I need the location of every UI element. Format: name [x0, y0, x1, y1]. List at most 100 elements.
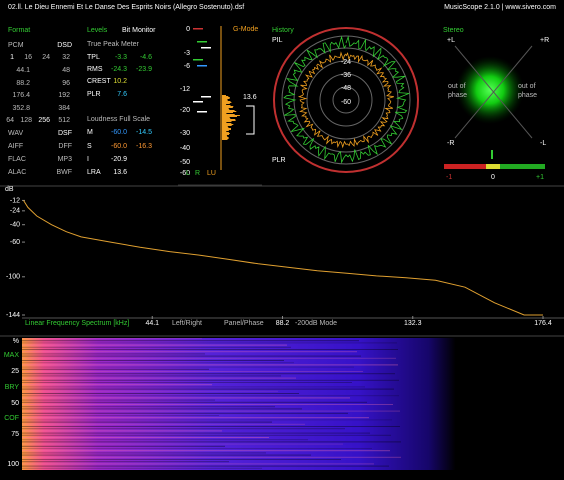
y-tick-label: -144 — [6, 312, 20, 319]
format-option: 48 — [62, 67, 70, 74]
format-option: 88.2 — [16, 80, 30, 87]
spectrogram-streak — [22, 353, 205, 355]
format-option: 176.4 — [12, 92, 30, 99]
app-name: MusicScope 2.1.0 | www.sivero.com — [444, 4, 556, 11]
file-title: 02.ll. Le Dieu Ennemi Et Le Danse Des Es… — [8, 4, 244, 11]
meter-histogram — [222, 122, 227, 123]
spectrogram-streak — [22, 390, 278, 392]
history-outer-ring — [273, 27, 419, 173]
spectrogram-streak — [22, 395, 399, 397]
level-value: -23.9 — [136, 66, 152, 73]
spectrogram-streak — [22, 412, 348, 414]
spectrogram-scale: 100 — [7, 461, 19, 468]
corner-label: +R — [540, 37, 549, 44]
meter-histogram — [222, 96, 229, 97]
meter-scale: -12 — [180, 86, 190, 93]
meter-marker — [197, 41, 207, 43]
correlation-marker — [491, 150, 493, 159]
format-option: AIFF — [8, 143, 23, 150]
x-tick-label: 132.3 — [404, 320, 422, 327]
spectrogram-streak — [22, 423, 305, 425]
correlation-scale: 0 — [491, 174, 495, 181]
axis-label: PIL — [272, 37, 283, 44]
spectrogram-streak — [22, 375, 281, 377]
spectrogram-streak — [22, 421, 272, 423]
level-label: S — [87, 143, 92, 150]
y-tick-label: -60 — [10, 239, 20, 246]
meter-histogram — [222, 130, 229, 131]
spectrogram-streak — [22, 364, 398, 366]
spectrogram-streak — [22, 399, 215, 401]
format-option: 192 — [58, 92, 70, 99]
ring-label: -36 — [341, 72, 351, 79]
meter-histogram — [222, 126, 228, 127]
meter-histogram — [222, 139, 228, 140]
meter-histogram — [222, 101, 231, 102]
spectrogram-streak — [22, 419, 392, 421]
panel-subtitle: Bit Monitor — [122, 27, 156, 34]
spectrum-mode: Left/Right — [172, 320, 202, 327]
spectrogram-streak — [22, 410, 400, 412]
meter-histogram — [222, 128, 231, 129]
spectrum-caption: Linear Frequency Spectrum [kHz] — [25, 320, 129, 327]
y-tick-label: -40 — [10, 222, 20, 229]
level-value: -3.3 — [115, 54, 127, 61]
history-trace — [283, 35, 410, 164]
format-option: DSF — [58, 130, 72, 137]
spectrogram-streak — [22, 366, 354, 368]
spectrogram-streak — [22, 393, 299, 394]
spectrogram-streak — [22, 406, 275, 408]
meter-histogram — [222, 115, 240, 116]
meter-mode: G-Mode — [233, 26, 258, 33]
meter-histogram — [222, 124, 234, 125]
history-trace — [297, 51, 394, 149]
meter-histogram — [222, 100, 228, 101]
meter-histogram — [222, 114, 235, 115]
spectrogram-streak — [22, 459, 341, 460]
spectrogram-streak — [22, 456, 401, 458]
meter-marker — [197, 65, 207, 67]
spectrogram-streak — [22, 417, 369, 419]
format-option: 44.1 — [16, 67, 30, 74]
spectrogram-streak — [22, 467, 262, 469]
spectrogram-streak — [22, 450, 390, 452]
spectrogram-streak — [22, 434, 391, 436]
axis-unit: dB — [5, 186, 14, 193]
meter-marker — [201, 47, 211, 49]
spectrogram-scale: 50 — [11, 400, 19, 407]
spectrogram-streak — [22, 397, 350, 399]
meter-histogram — [222, 111, 237, 112]
spectrogram-streak — [22, 430, 222, 432]
corner-label: -R — [447, 140, 454, 147]
spectrogram-streak — [22, 408, 302, 410]
meter-scale: -20 — [180, 107, 190, 114]
spectrogram-streak — [22, 439, 308, 441]
meter-histogram — [222, 136, 228, 137]
spectrogram-streak — [22, 377, 296, 379]
spectrogram-streak — [22, 338, 202, 339]
meter-histogram — [222, 102, 232, 103]
meter-histogram — [222, 105, 231, 106]
spectrogram-scale: 25 — [11, 368, 19, 375]
spectrogram-streak — [22, 349, 398, 350]
meter-histogram — [222, 138, 229, 139]
meter-histogram — [222, 120, 236, 121]
meter-marker — [193, 101, 203, 103]
meter-histogram — [222, 129, 231, 130]
format-option: 512 — [58, 117, 70, 124]
axis-label: PLR — [272, 157, 286, 164]
spectrogram-streak — [22, 362, 294, 364]
level-label: TPL — [87, 54, 100, 61]
meter-marker — [193, 59, 203, 61]
spectrogram-streak — [22, 382, 352, 383]
format-option: PCM — [8, 42, 24, 49]
spectrogram-streak — [22, 428, 345, 430]
level-label: LRA — [87, 169, 101, 176]
spectrogram-streak — [22, 368, 209, 370]
ring-label: -60 — [341, 99, 351, 106]
spectrogram-scale: 75 — [11, 431, 19, 438]
level-value: -14.5 — [136, 129, 152, 136]
y-tick-label: -100 — [6, 274, 20, 281]
level-value: -24.3 — [111, 66, 127, 73]
spectrogram-streak — [22, 465, 389, 467]
